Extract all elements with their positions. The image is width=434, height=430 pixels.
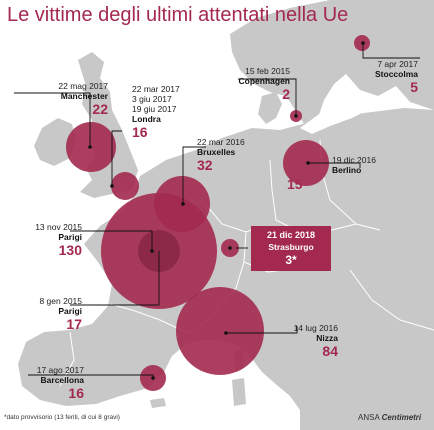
- date-copenhagen: 15 feb 2015: [245, 66, 290, 76]
- label-bruxelles: 22 mar 2016 Bruxelles 32: [197, 137, 245, 173]
- highlight-box-strasburgo: 21 dic 2018 Strasburgo 3*: [251, 226, 331, 271]
- land-balearic: [150, 398, 166, 408]
- map-title: Le vittime degli ultimi attentati nella …: [7, 4, 349, 26]
- date-londra-1: 22 mar 2017: [132, 84, 180, 94]
- label-stoccolma: 7 apr 2017 Stoccolma 5: [375, 59, 418, 95]
- city-manchester: Manchester: [60, 91, 108, 101]
- land-denmark: [258, 92, 282, 124]
- label-londra: 22 mar 2017 3 giu 2017 19 giu 2017 Londr…: [132, 84, 180, 140]
- date-nizza: 14 lug 2016: [293, 323, 338, 333]
- victims-londra: 16: [132, 124, 148, 140]
- city-nizza: Nizza: [316, 333, 338, 343]
- victims-copenhagen: 2: [282, 86, 290, 102]
- label-nizza: 14 lug 2016 Nizza 84: [294, 323, 338, 359]
- city-copenhagen: Copenhagen: [238, 76, 290, 86]
- victims-bruxelles: 32: [197, 157, 213, 173]
- land-continent: [18, 108, 434, 430]
- victims-stoccolma: 5: [410, 79, 418, 95]
- city-parigi-charlie: Parigi: [58, 306, 82, 316]
- sea-baltic: [300, 102, 372, 134]
- bubble-londra: [111, 172, 139, 200]
- victims-berlino: 15: [287, 176, 303, 192]
- victims-parigi-2015: 130: [58, 242, 82, 258]
- victims-nizza: 84: [322, 343, 338, 359]
- label-berlino: 19 dic 2016 Berlino: [332, 155, 376, 175]
- date-barcellona: 17 ago 2017: [36, 365, 84, 375]
- label-parigi-2015: 13 nov 2015 Parigi 130: [35, 222, 82, 258]
- land-sardinia: [232, 378, 246, 406]
- label-manchester: 22 mag 2017 Manchester 22: [58, 81, 108, 117]
- date-strasburgo: 21 dic 2018: [266, 230, 316, 240]
- victims-parigi-charlie: 17: [66, 316, 82, 332]
- victims-strasburgo: 3*: [285, 253, 297, 267]
- date-londra-2: 3 giu 2017: [132, 94, 172, 104]
- date-parigi-charlie: 8 gen 2015: [39, 296, 82, 306]
- city-bruxelles: Bruxelles: [197, 147, 236, 157]
- credit-partner: Centimetri: [381, 413, 422, 422]
- label-barcellona: 17 ago 2017 Barcellona 16: [37, 365, 84, 401]
- bubble-berlino: [283, 140, 329, 186]
- date-parigi-2015: 13 nov 2015: [35, 222, 82, 232]
- credit-agency: ANSA: [358, 413, 380, 422]
- victims-manchester: 22: [92, 101, 108, 117]
- label-copenhagen: 15 feb 2015 Copenhagen 2: [239, 66, 290, 102]
- victims-barcellona: 16: [68, 385, 84, 401]
- city-strasburgo: Strasburgo: [268, 242, 314, 252]
- city-londra: Londra: [132, 114, 161, 124]
- date-londra-3: 19 giu 2017: [132, 104, 177, 114]
- city-parigi-2015: Parigi: [58, 232, 82, 242]
- city-stoccolma: Stoccolma: [375, 69, 418, 79]
- land-scandinavia: [230, 0, 434, 124]
- date-berlino: 19 dic 2016: [332, 155, 376, 165]
- date-stoccolma: 7 apr 2017: [377, 59, 418, 69]
- date-bruxelles: 22 mar 2016: [197, 137, 245, 147]
- footnote: *dato provvisorio (13 feriti, di cui 8 g…: [4, 414, 120, 421]
- label-parigi-charlie: 8 gen 2015 Parigi 17: [39, 296, 82, 332]
- city-barcellona: Barcellona: [40, 375, 84, 385]
- land-ireland: [34, 118, 76, 166]
- bubble-nizza: [176, 287, 264, 375]
- date-manchester: 22 mag 2017: [58, 81, 108, 91]
- leader-dots: [88, 41, 365, 380]
- leader-lines: [14, 43, 420, 378]
- city-berlino: Berlino: [332, 165, 362, 175]
- credit: ANSA Centimetri: [358, 413, 421, 422]
